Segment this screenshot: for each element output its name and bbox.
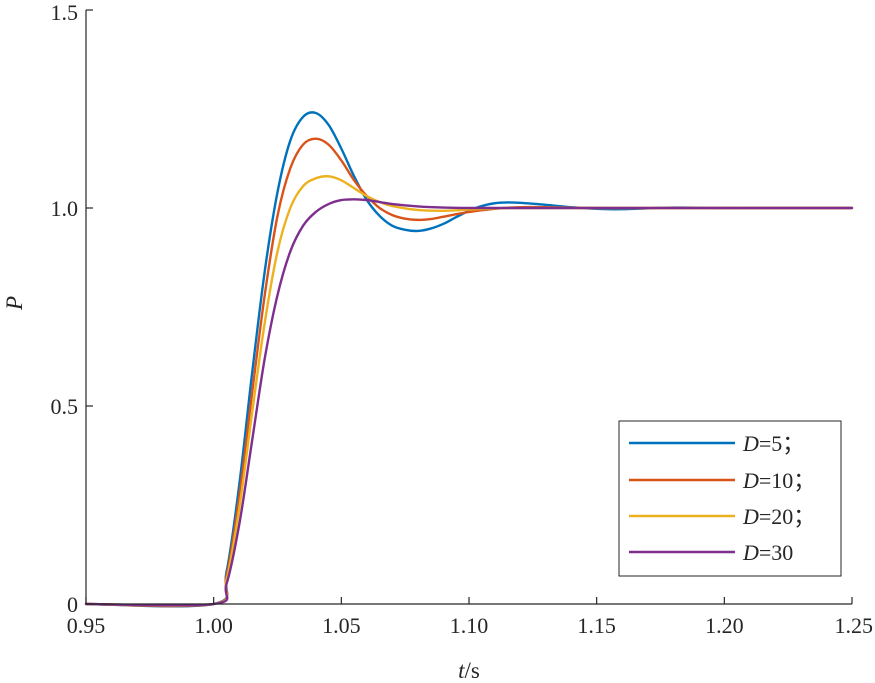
x-tick-label: 0.95 [67,613,106,638]
legend: D=5； D=10； D=20； D=30 [618,420,842,577]
x-axis-label: t/s [458,658,480,683]
x-tick-label: 1.05 [322,613,361,638]
y-tick-label: 1.5 [51,0,79,25]
y-ticks: 0 0.5 1.0 1.5 [51,0,93,617]
y-axis-label: P [2,296,27,311]
y-tick-label: 1.0 [51,196,79,221]
x-tick-label: 1.25 [835,613,874,638]
legend-box [618,420,842,577]
series-line-4 [84,198,854,607]
legend-label: D=20； [742,504,815,529]
x-ticks: 0.95 1.00 1.05 1.10 1.15 1.20 1.25 [67,597,873,638]
x-tick-label: 1.20 [705,613,744,638]
series-layer [84,111,854,608]
legend-label: D=10； [742,468,815,493]
legend-label: D=30 [742,540,793,565]
x-tick-label: 1.00 [194,613,233,638]
x-tick-label: 1.10 [450,613,489,638]
y-tick-label: 0.5 [51,394,79,419]
x-tick-label: 1.15 [577,613,616,638]
y-tick-label: 0 [67,592,78,617]
legend-label: D=5； [742,431,804,456]
